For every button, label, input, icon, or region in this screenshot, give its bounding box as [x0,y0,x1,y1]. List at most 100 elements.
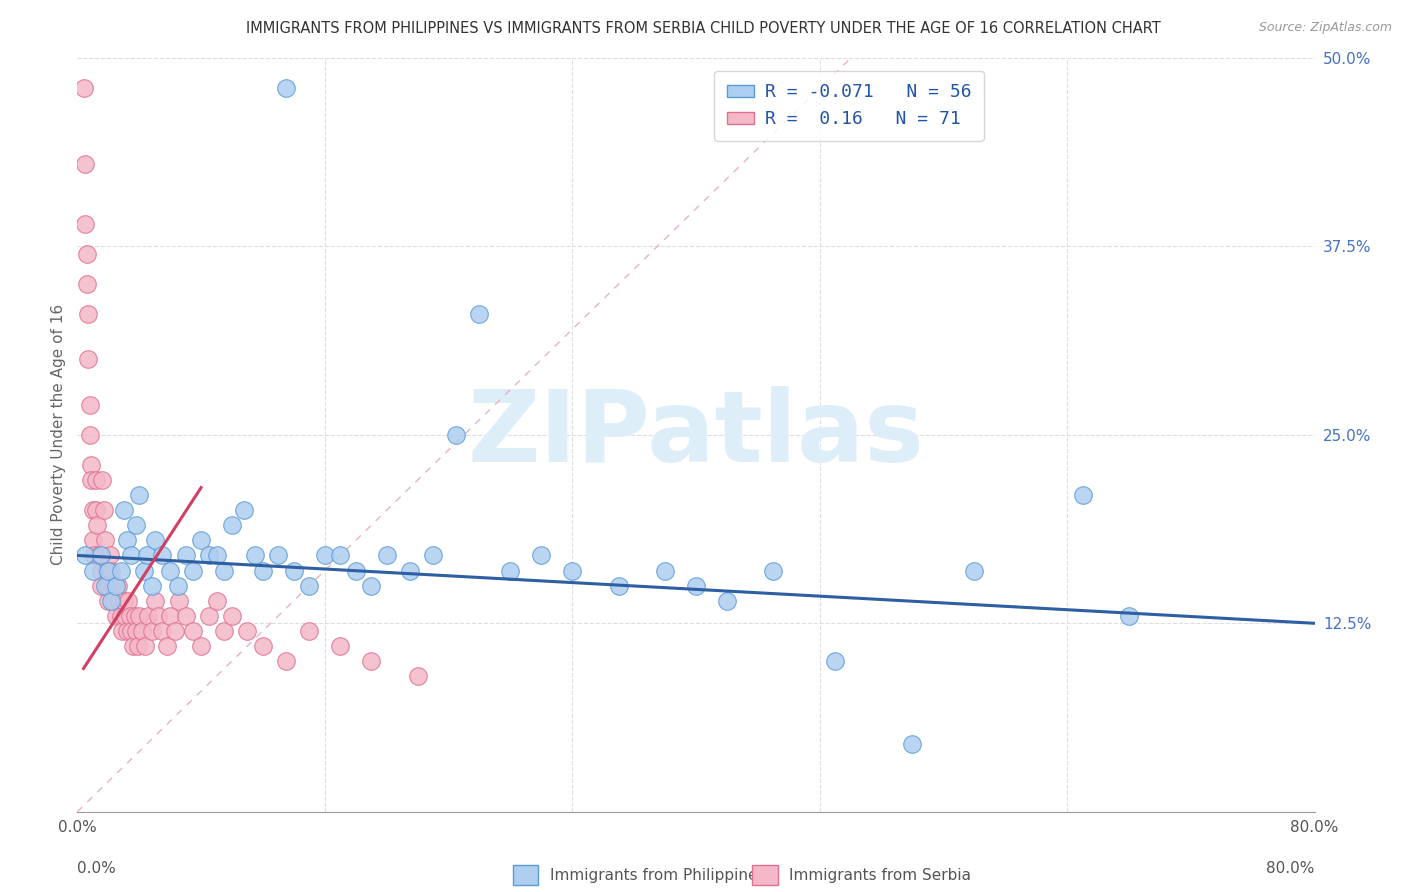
Point [963,564,986,578]
Point [283,564,305,578]
Point [159,608,181,623]
Point [115,533,138,548]
Point [214,624,236,638]
Point [124,608,146,623]
Point [267,549,290,563]
Point [152,549,174,563]
Point [152,624,174,638]
Point [146,608,169,623]
Point [236,624,259,638]
Point [138,608,160,623]
Point [233,503,256,517]
Point [77,352,100,367]
Point [105,578,127,592]
Point [93,503,115,517]
Point [84,473,107,487]
Text: 80.0%: 80.0% [1267,861,1315,876]
Point [108,593,131,607]
Point [77,307,100,321]
Point [97,578,120,592]
Text: ZIPatlas: ZIPatlas [468,386,924,483]
Point [314,549,336,563]
Point [221,608,243,623]
Point [446,427,468,442]
Point [98,549,121,563]
Point [375,549,398,563]
Point [716,593,738,607]
Point [141,578,163,592]
Point [80,458,103,472]
Point [762,564,785,578]
Point [1071,488,1094,502]
Point [75,549,96,563]
Point [159,564,181,578]
Point [72,81,94,95]
Point [901,737,924,751]
Point [298,624,321,638]
Point [360,654,382,668]
Point [79,427,101,442]
Point [174,549,197,563]
Point [198,608,221,623]
Point [360,578,382,592]
Point [110,608,132,623]
Point [91,473,114,487]
Point [252,564,274,578]
Point [103,593,125,607]
Point [163,624,186,638]
Point [100,564,122,578]
Point [276,654,298,668]
Point [115,624,138,638]
Point [76,247,98,261]
Point [117,593,139,607]
Y-axis label: Child Poverty Under the Age of 16: Child Poverty Under the Age of 16 [51,304,66,566]
Text: Immigrants from Serbia: Immigrants from Serbia [789,868,970,882]
Point [86,518,108,533]
Point [82,503,104,517]
Point [131,624,153,638]
Point [190,639,212,653]
Point [276,81,298,95]
Point [252,639,274,653]
Point [205,549,228,563]
Point [329,639,352,653]
Point [329,549,352,563]
Point [167,578,190,592]
Point [121,624,143,638]
Point [205,593,228,607]
Point [75,156,96,170]
Point [82,533,104,548]
Point [76,277,98,291]
Legend: R = -0.071   N = 56, R =  0.16   N = 71: R = -0.071 N = 56, R = 0.16 N = 71 [714,70,984,141]
Point [183,624,205,638]
Point [97,564,120,578]
Point [468,307,491,321]
Point [174,608,197,623]
Point [422,549,444,563]
Point [82,564,104,578]
Point [90,578,111,592]
Point [90,549,111,563]
Point [141,624,163,638]
Point [94,578,117,592]
Point [561,564,583,578]
Point [136,549,159,563]
Point [406,669,429,683]
Point [607,578,630,592]
Point [143,533,166,548]
Point [122,639,145,653]
Point [169,593,191,607]
Point [344,564,367,578]
Point [245,549,267,563]
Point [127,639,149,653]
Point [156,639,179,653]
Point [183,564,205,578]
Text: 0.0%: 0.0% [77,861,117,876]
Point [114,608,136,623]
Point [110,564,132,578]
Point [198,549,221,563]
Point [499,564,522,578]
Point [97,593,120,607]
Point [96,564,118,578]
Point [298,578,321,592]
